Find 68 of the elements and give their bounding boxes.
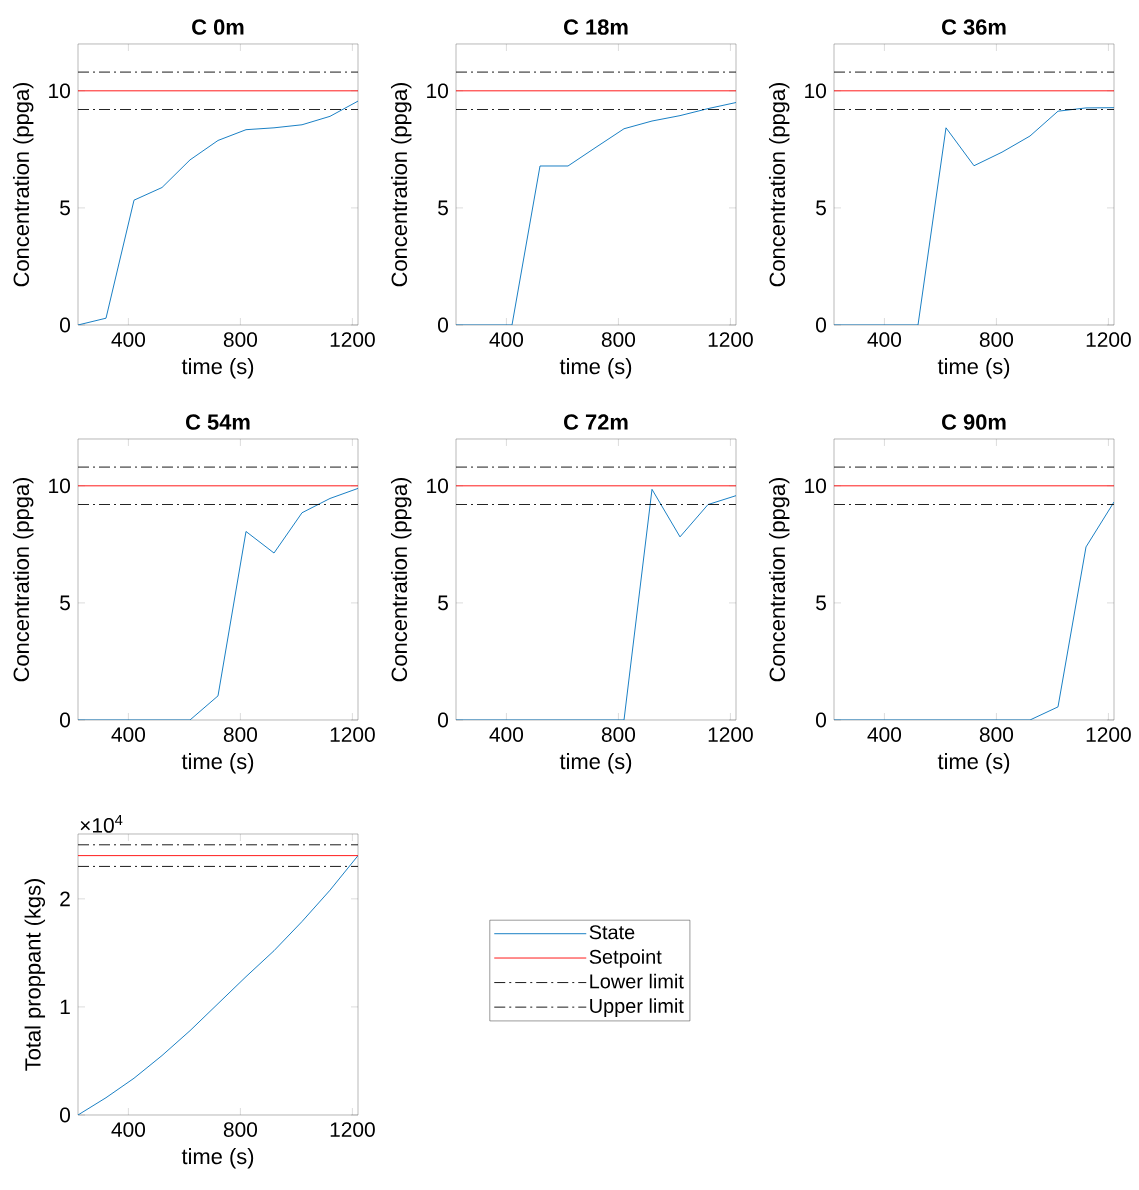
y-tick-label: 5 bbox=[816, 200, 827, 216]
y-tick-label: 10 bbox=[49, 478, 71, 494]
x-tick-label: 400 bbox=[489, 727, 524, 742]
y-axis-title: Concentration (ppga) bbox=[769, 82, 790, 287]
chart-title: C 18m bbox=[564, 19, 628, 35]
y-tick-label: 5 bbox=[60, 200, 71, 216]
x-tick-label: 1200 bbox=[1086, 727, 1132, 742]
chart-title: C 0m bbox=[192, 19, 244, 35]
x-tick-label: 400 bbox=[111, 727, 146, 742]
y-tick-label: 5 bbox=[60, 595, 71, 611]
text: ×10$^{4}$ bbox=[80, 815, 123, 833]
y-tick-label: 10 bbox=[427, 83, 449, 99]
y-axis-title: Concentration (ppga) bbox=[391, 477, 412, 682]
chart-title: C 72m bbox=[564, 414, 628, 430]
x-tick-label: 800 bbox=[602, 332, 636, 347]
y-tick-label: 10 bbox=[805, 83, 827, 99]
x-axis-title: time (s) bbox=[181, 1148, 254, 1169]
y-axis-title: Total proppant (kgs) bbox=[24, 879, 46, 1071]
x-tick-label: 800 bbox=[980, 332, 1014, 347]
y-axis-title: Concentration (ppga) bbox=[13, 82, 34, 287]
legend-label: Upper limit bbox=[590, 998, 684, 1017]
x-tick-label: 800 bbox=[224, 1122, 258, 1137]
y-tick-label: 0 bbox=[438, 712, 449, 728]
y-tick-label: 0 bbox=[816, 317, 827, 333]
y-tick-label: 0 bbox=[60, 317, 71, 333]
x-tick-label: 400 bbox=[489, 332, 524, 347]
x-axis-title: time (s) bbox=[937, 753, 1010, 774]
x-tick-label: 1200 bbox=[330, 332, 376, 347]
y-tick-label: 0 bbox=[438, 317, 449, 333]
chart-title: C 90m bbox=[942, 414, 1006, 430]
x-tick-label: 800 bbox=[980, 727, 1014, 742]
x-axis-title: time (s) bbox=[181, 358, 254, 379]
x-tick-label: 800 bbox=[602, 727, 636, 742]
chart-title: C 54m bbox=[186, 414, 250, 430]
x-tick-label: 400 bbox=[867, 332, 902, 347]
y-tick-label: 2 bbox=[60, 891, 70, 907]
y-tick-label: 10 bbox=[805, 478, 827, 494]
y-tick-label: 1 bbox=[60, 999, 70, 1015]
y-tick-label: 0 bbox=[60, 1107, 71, 1123]
x-axis-title: time (s) bbox=[181, 753, 254, 774]
chart-title: C 36m bbox=[942, 19, 1006, 35]
legend-label: Setpoint bbox=[589, 949, 662, 968]
x-tick-label: 1200 bbox=[708, 332, 754, 347]
y-axis-title: Concentration (ppga) bbox=[13, 477, 34, 682]
x-tick-label: 400 bbox=[111, 332, 146, 347]
x-axis-title: time (s) bbox=[559, 753, 632, 774]
line-series bbox=[78, 100, 359, 325]
x-tick-label: 800 bbox=[224, 332, 258, 347]
y-tick-label: 5 bbox=[438, 200, 449, 216]
y-tick-label: 10 bbox=[49, 83, 71, 99]
y-tick-label: 0 bbox=[816, 712, 827, 728]
legend-label: State bbox=[589, 925, 635, 940]
x-tick-label: 1200 bbox=[330, 727, 376, 742]
y-tick-label: 0 bbox=[60, 712, 71, 728]
x-axis-title: time (s) bbox=[937, 358, 1010, 379]
y-tick-label: 5 bbox=[438, 595, 449, 611]
x-tick-label: 1200 bbox=[708, 727, 754, 742]
y-tick-label: 5 bbox=[816, 595, 827, 611]
x-tick-label: 400 bbox=[867, 727, 902, 742]
x-tick-label: 1200 bbox=[330, 1122, 376, 1137]
x-tick-label: 1200 bbox=[1086, 332, 1132, 347]
x-axis-title: time (s) bbox=[559, 358, 632, 379]
y-axis-title: Concentration (ppga) bbox=[391, 82, 412, 287]
y-tick-label: 10 bbox=[427, 478, 449, 494]
x-tick-label: 800 bbox=[224, 727, 258, 742]
legend-label: Lower limit bbox=[590, 973, 684, 989]
x-tick-label: 400 bbox=[111, 1122, 146, 1137]
y-axis-title: Concentration (ppga) bbox=[769, 477, 790, 682]
